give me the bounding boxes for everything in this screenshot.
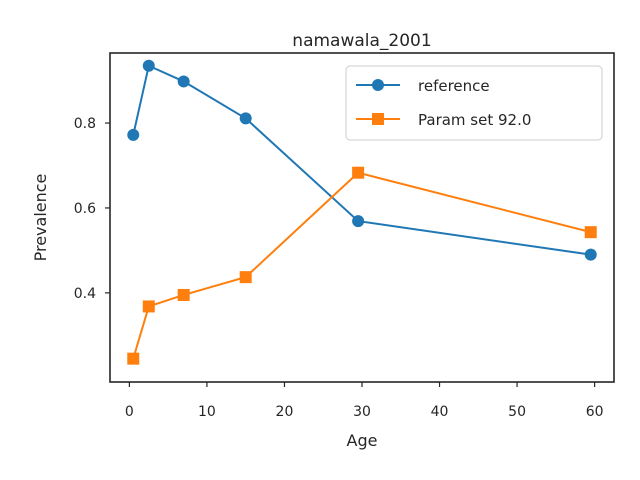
data-point-param-set [352,166,365,179]
x-tick-label: 60 [586,404,604,420]
plot-frame [109,52,615,383]
chart-title: namawala_2001 [292,31,431,51]
legend-label-param-set: Param set 92.0 [418,111,531,129]
data-point-param-set [127,352,140,365]
y-tick-label: 0.8 [74,116,96,132]
data-point-param-set [142,300,155,313]
y-tick-label: 0.6 [74,201,96,217]
data-point-reference [127,128,140,141]
y-axis-label: Prevalence [31,174,50,262]
x-axis-label: Age [347,431,378,450]
legend-item-param-set: Param set 92.0 [356,111,531,129]
x-tick-label: 10 [198,404,216,420]
legend: reference Param set 92.0 [345,65,603,141]
x-axis-ticks: 0 10 20 30 40 50 60 [125,382,604,420]
data-point-reference [584,248,597,261]
y-axis-ticks: 0.4 0.6 0.8 [74,116,110,302]
data-point-param-set [584,226,597,239]
plot-marks [127,59,597,365]
series-line-reference [132,64,591,256]
x-tick-label: 30 [353,404,371,420]
x-tick-label: 0 [125,404,134,420]
legend-marker-param-set [372,113,384,125]
legend-label-reference: reference [418,77,490,95]
y-tick-label: 0.4 [74,286,96,302]
legend-marker-reference [372,79,384,91]
data-point-param-set [177,288,190,301]
data-point-reference [352,215,365,228]
legend-item-reference: reference [356,77,490,95]
x-tick-label: 50 [508,404,526,420]
data-point-reference [177,75,190,88]
series-line-param-set [132,171,591,359]
x-tick-label: 40 [431,404,449,420]
legend-box [345,65,603,141]
data-point-param-set [239,271,252,284]
data-point-reference [142,59,155,72]
x-tick-label: 20 [276,404,294,420]
data-point-reference [239,112,252,125]
